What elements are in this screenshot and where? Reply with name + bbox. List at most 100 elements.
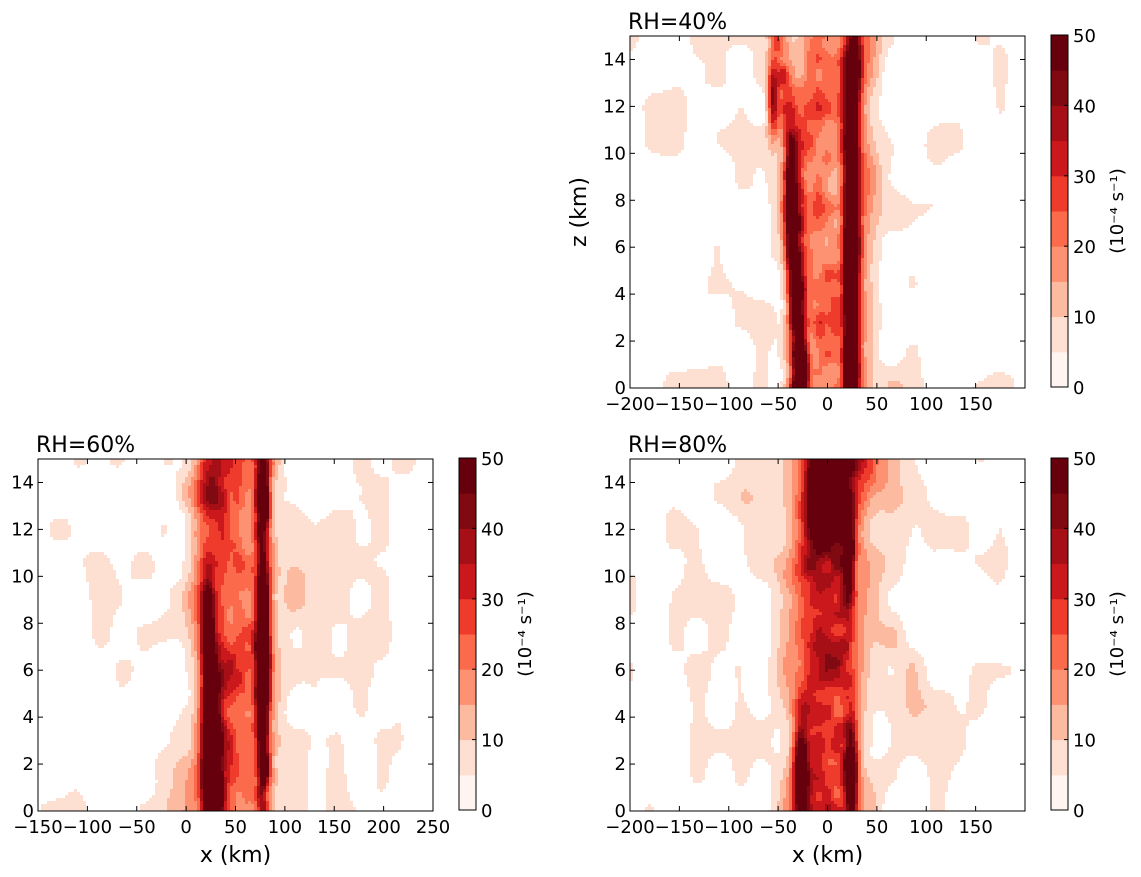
- colorbar-level: [1051, 598, 1068, 635]
- colorbar-level: [1051, 493, 1068, 529]
- panel-title: RH=60%: [36, 433, 135, 458]
- colorbar-level: [459, 669, 476, 705]
- x-tick-label: −150: [655, 394, 704, 415]
- y-tick-label: 4: [615, 707, 626, 728]
- colorbar-level: [1051, 669, 1068, 705]
- colorbar: 0 10 20 30 40 50 (10⁻⁴ s⁻¹): [458, 449, 536, 822]
- y-tick-label: 10: [11, 566, 34, 587]
- colorbar-label: (10⁻⁴ s⁻¹): [1107, 591, 1128, 676]
- colorbar-label: (10⁻⁴ s⁻¹): [515, 591, 536, 676]
- y-tick-label: 4: [23, 707, 34, 728]
- y-tick-label: 8: [23, 613, 34, 634]
- colorbar-tick-label: 50: [1073, 26, 1096, 47]
- colorbar-level: [459, 774, 476, 811]
- y-tick-label: 2: [615, 754, 626, 775]
- y-tick-label: 14: [603, 49, 626, 70]
- colorbar-level: [1051, 704, 1068, 741]
- colorbar-tick-label: 30: [1073, 167, 1096, 188]
- colorbar-level: [1051, 70, 1068, 106]
- x-tick-label: 0: [822, 817, 833, 838]
- x-tick-label: −150: [655, 817, 704, 838]
- colorbar-level: [1051, 35, 1068, 71]
- colorbar-tick-label: 10: [1073, 731, 1096, 752]
- x-tick-label: 150: [958, 394, 992, 415]
- x-tick-label: −100: [704, 817, 753, 838]
- colorbar-tick-label: 30: [481, 590, 504, 611]
- x-tick-label: −50: [118, 817, 156, 838]
- colorbar-level: [1051, 458, 1068, 494]
- y-tick-label: 14: [603, 472, 626, 493]
- colorbar-level: [459, 458, 476, 494]
- y-tick-label: 0: [615, 378, 626, 399]
- colorbar-level: [459, 493, 476, 529]
- colorbar-level: [1051, 211, 1068, 247]
- colorbar: 0 10 20 30 40 50 (10⁻⁴ s⁻¹): [1050, 26, 1128, 399]
- y-tick-label: 6: [615, 237, 626, 258]
- x-tick-label: 50: [865, 817, 888, 838]
- colorbar-tick-label: 0: [481, 801, 492, 822]
- x-tick-label: −200: [605, 394, 654, 415]
- colorbar-tick-label: 40: [1073, 96, 1096, 117]
- x-axis-label: x (km): [200, 843, 271, 868]
- y-tick-label: 12: [603, 519, 626, 540]
- colorbar-level: [1051, 246, 1068, 282]
- colorbar-tick-label: 50: [1073, 449, 1096, 470]
- y-tick-label: 12: [603, 96, 626, 117]
- x-tick-label: −200: [605, 817, 654, 838]
- y-tick-label: 4: [615, 284, 626, 305]
- colorbar-level: [459, 563, 476, 600]
- colorbar-level: [1051, 528, 1068, 565]
- colorbar-tick-label: 30: [1073, 590, 1096, 611]
- colorbar-level: [1051, 351, 1068, 388]
- x-tick-label: −50: [759, 394, 797, 415]
- contour-fill: [630, 36, 1025, 388]
- colorbar-level: [1051, 739, 1068, 776]
- x-tick-label: 50: [865, 394, 888, 415]
- panel-3: −200 −150 −100 −50 0 50 100 15002468101214RH=80…: [603, 433, 1128, 868]
- panel-title: RH=40%: [628, 10, 727, 35]
- y-tick-label: 0: [23, 801, 34, 822]
- colorbar-tick-label: 50: [481, 449, 504, 470]
- y-tick-label: 2: [23, 754, 34, 775]
- y-tick-label: 8: [615, 190, 626, 211]
- colorbar-level: [459, 634, 476, 670]
- x-tick-label: −50: [759, 817, 797, 838]
- y-axis-label: z (km): [567, 177, 592, 247]
- contour-fill: [630, 459, 1025, 811]
- colorbar-tick-label: 0: [1073, 378, 1084, 399]
- x-tick-label: −100: [704, 394, 753, 415]
- x-tick-label: 150: [317, 817, 351, 838]
- colorbar-level: [1051, 281, 1068, 318]
- colorbar-level: [1051, 316, 1068, 353]
- x-tick-label: 250: [416, 817, 450, 838]
- x-tick-label: 0: [822, 394, 833, 415]
- x-tick-label: 0: [180, 817, 191, 838]
- y-tick-label: 6: [615, 660, 626, 681]
- x-tick-label: 100: [268, 817, 302, 838]
- x-tick-label: −150: [13, 817, 62, 838]
- colorbar: 0 10 20 30 40 50 (10⁻⁴ s⁻¹): [1050, 449, 1128, 822]
- panel-title: RH=80%: [628, 433, 727, 458]
- contour-fill: [38, 459, 433, 811]
- colorbar-level: [459, 528, 476, 565]
- colorbar-level: [1051, 175, 1068, 212]
- y-tick-label: 0: [615, 801, 626, 822]
- x-tick-label: 50: [224, 817, 247, 838]
- y-tick-label: 8: [615, 613, 626, 634]
- colorbar-level: [459, 598, 476, 635]
- panel-2: −150 −100 −50 0 50 100 150 200 25002468101214RH=…: [11, 433, 536, 868]
- y-tick-label: 14: [11, 472, 34, 493]
- colorbar-level: [1051, 634, 1068, 670]
- colorbar-label: (10⁻⁴ s⁻¹): [1107, 168, 1128, 253]
- colorbar-tick-label: 20: [1073, 237, 1096, 258]
- x-tick-label: 150: [958, 817, 992, 838]
- y-tick-label: 2: [615, 331, 626, 352]
- y-tick-label: 10: [603, 566, 626, 587]
- y-tick-label: 6: [23, 660, 34, 681]
- colorbar-tick-label: 20: [481, 660, 504, 681]
- x-tick-label: 100: [909, 394, 943, 415]
- colorbar-level: [459, 739, 476, 776]
- x-tick-label: 200: [366, 817, 400, 838]
- x-tick-label: −100: [63, 817, 112, 838]
